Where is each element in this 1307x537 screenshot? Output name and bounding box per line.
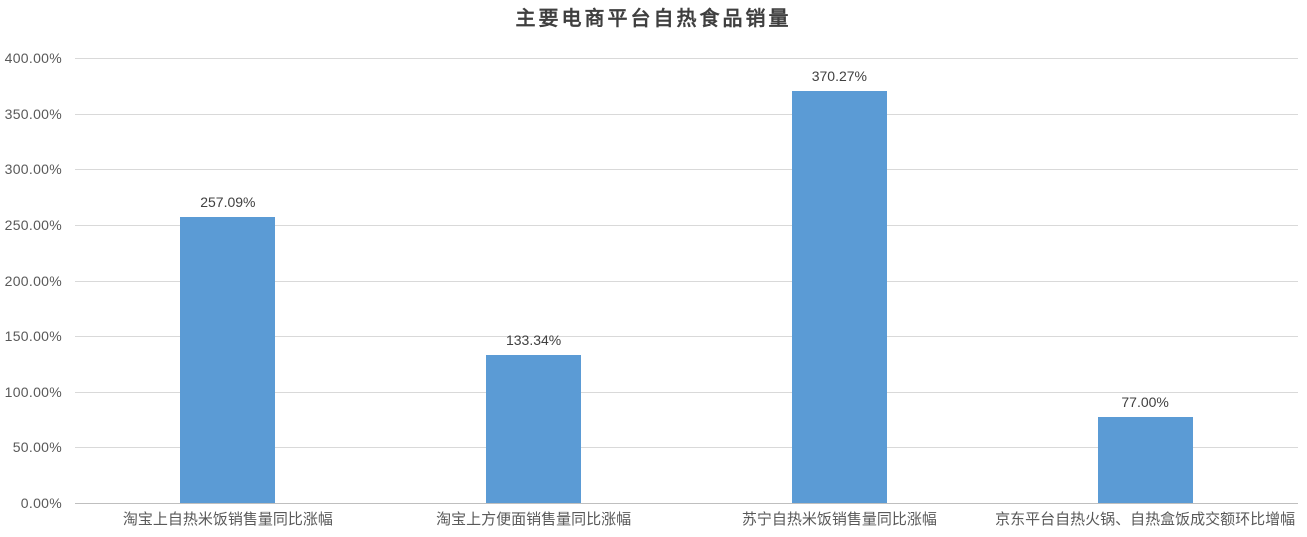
y-axis-tick-label: 50.00%: [12, 439, 62, 456]
gridline: [75, 113, 1298, 115]
x-axis-category-label: 苏宁自热米饭销售量同比涨幅: [741, 511, 937, 528]
bar: [180, 217, 276, 503]
x-axis-category-label: 京东平台自热火锅、自热盒饭成交额环比增幅: [995, 511, 1296, 528]
bar-value-label: 77.00%: [1121, 394, 1169, 411]
y-axis-tick-label: 0.00%: [20, 495, 62, 511]
gridline: [75, 280, 1298, 282]
y-axis-tick-label: 350.00%: [4, 105, 62, 122]
bar: [486, 354, 582, 503]
plot-area: 257.09% 133.34% 370.27% 77.00%: [75, 58, 1298, 504]
gridline: [75, 224, 1298, 226]
bar-value-label: 133.34%: [505, 331, 562, 348]
bar-value-label: 257.09%: [200, 194, 256, 210]
gridline: [75, 447, 1298, 449]
y-axis-tick-label: 400.00%: [4, 50, 62, 66]
y-axis-tick-label: 300.00%: [4, 161, 62, 178]
y-axis-tick-label: 150.00%: [4, 328, 62, 345]
x-axis-line: [75, 503, 1298, 504]
bar: [1097, 417, 1193, 503]
bar: [791, 91, 887, 503]
gridline: [75, 336, 1298, 338]
y-axis-tick-label: 200.00%: [4, 272, 62, 289]
gridline: [75, 391, 1298, 393]
x-axis-category-label: 淘宝上方便面销售量同比涨幅: [436, 511, 632, 528]
chart-title: 主要电商平台自热食品销量: [515, 8, 792, 30]
gridline: [75, 58, 1298, 59]
x-axis: 淘宝上自热米饭销售量同比涨幅 淘宝上方便面销售量同比涨幅 苏宁自热米饭销售量同比涨幅…: [75, 508, 1298, 534]
y-axis-tick-label: 100.00%: [4, 383, 62, 400]
bar-value-label: 370.27%: [811, 68, 868, 85]
y-axis-tick-label: 250.00%: [4, 216, 62, 233]
gridline: [75, 169, 1298, 171]
x-axis-category-label: 淘宝上自热米饭销售量同比涨幅: [122, 511, 333, 528]
